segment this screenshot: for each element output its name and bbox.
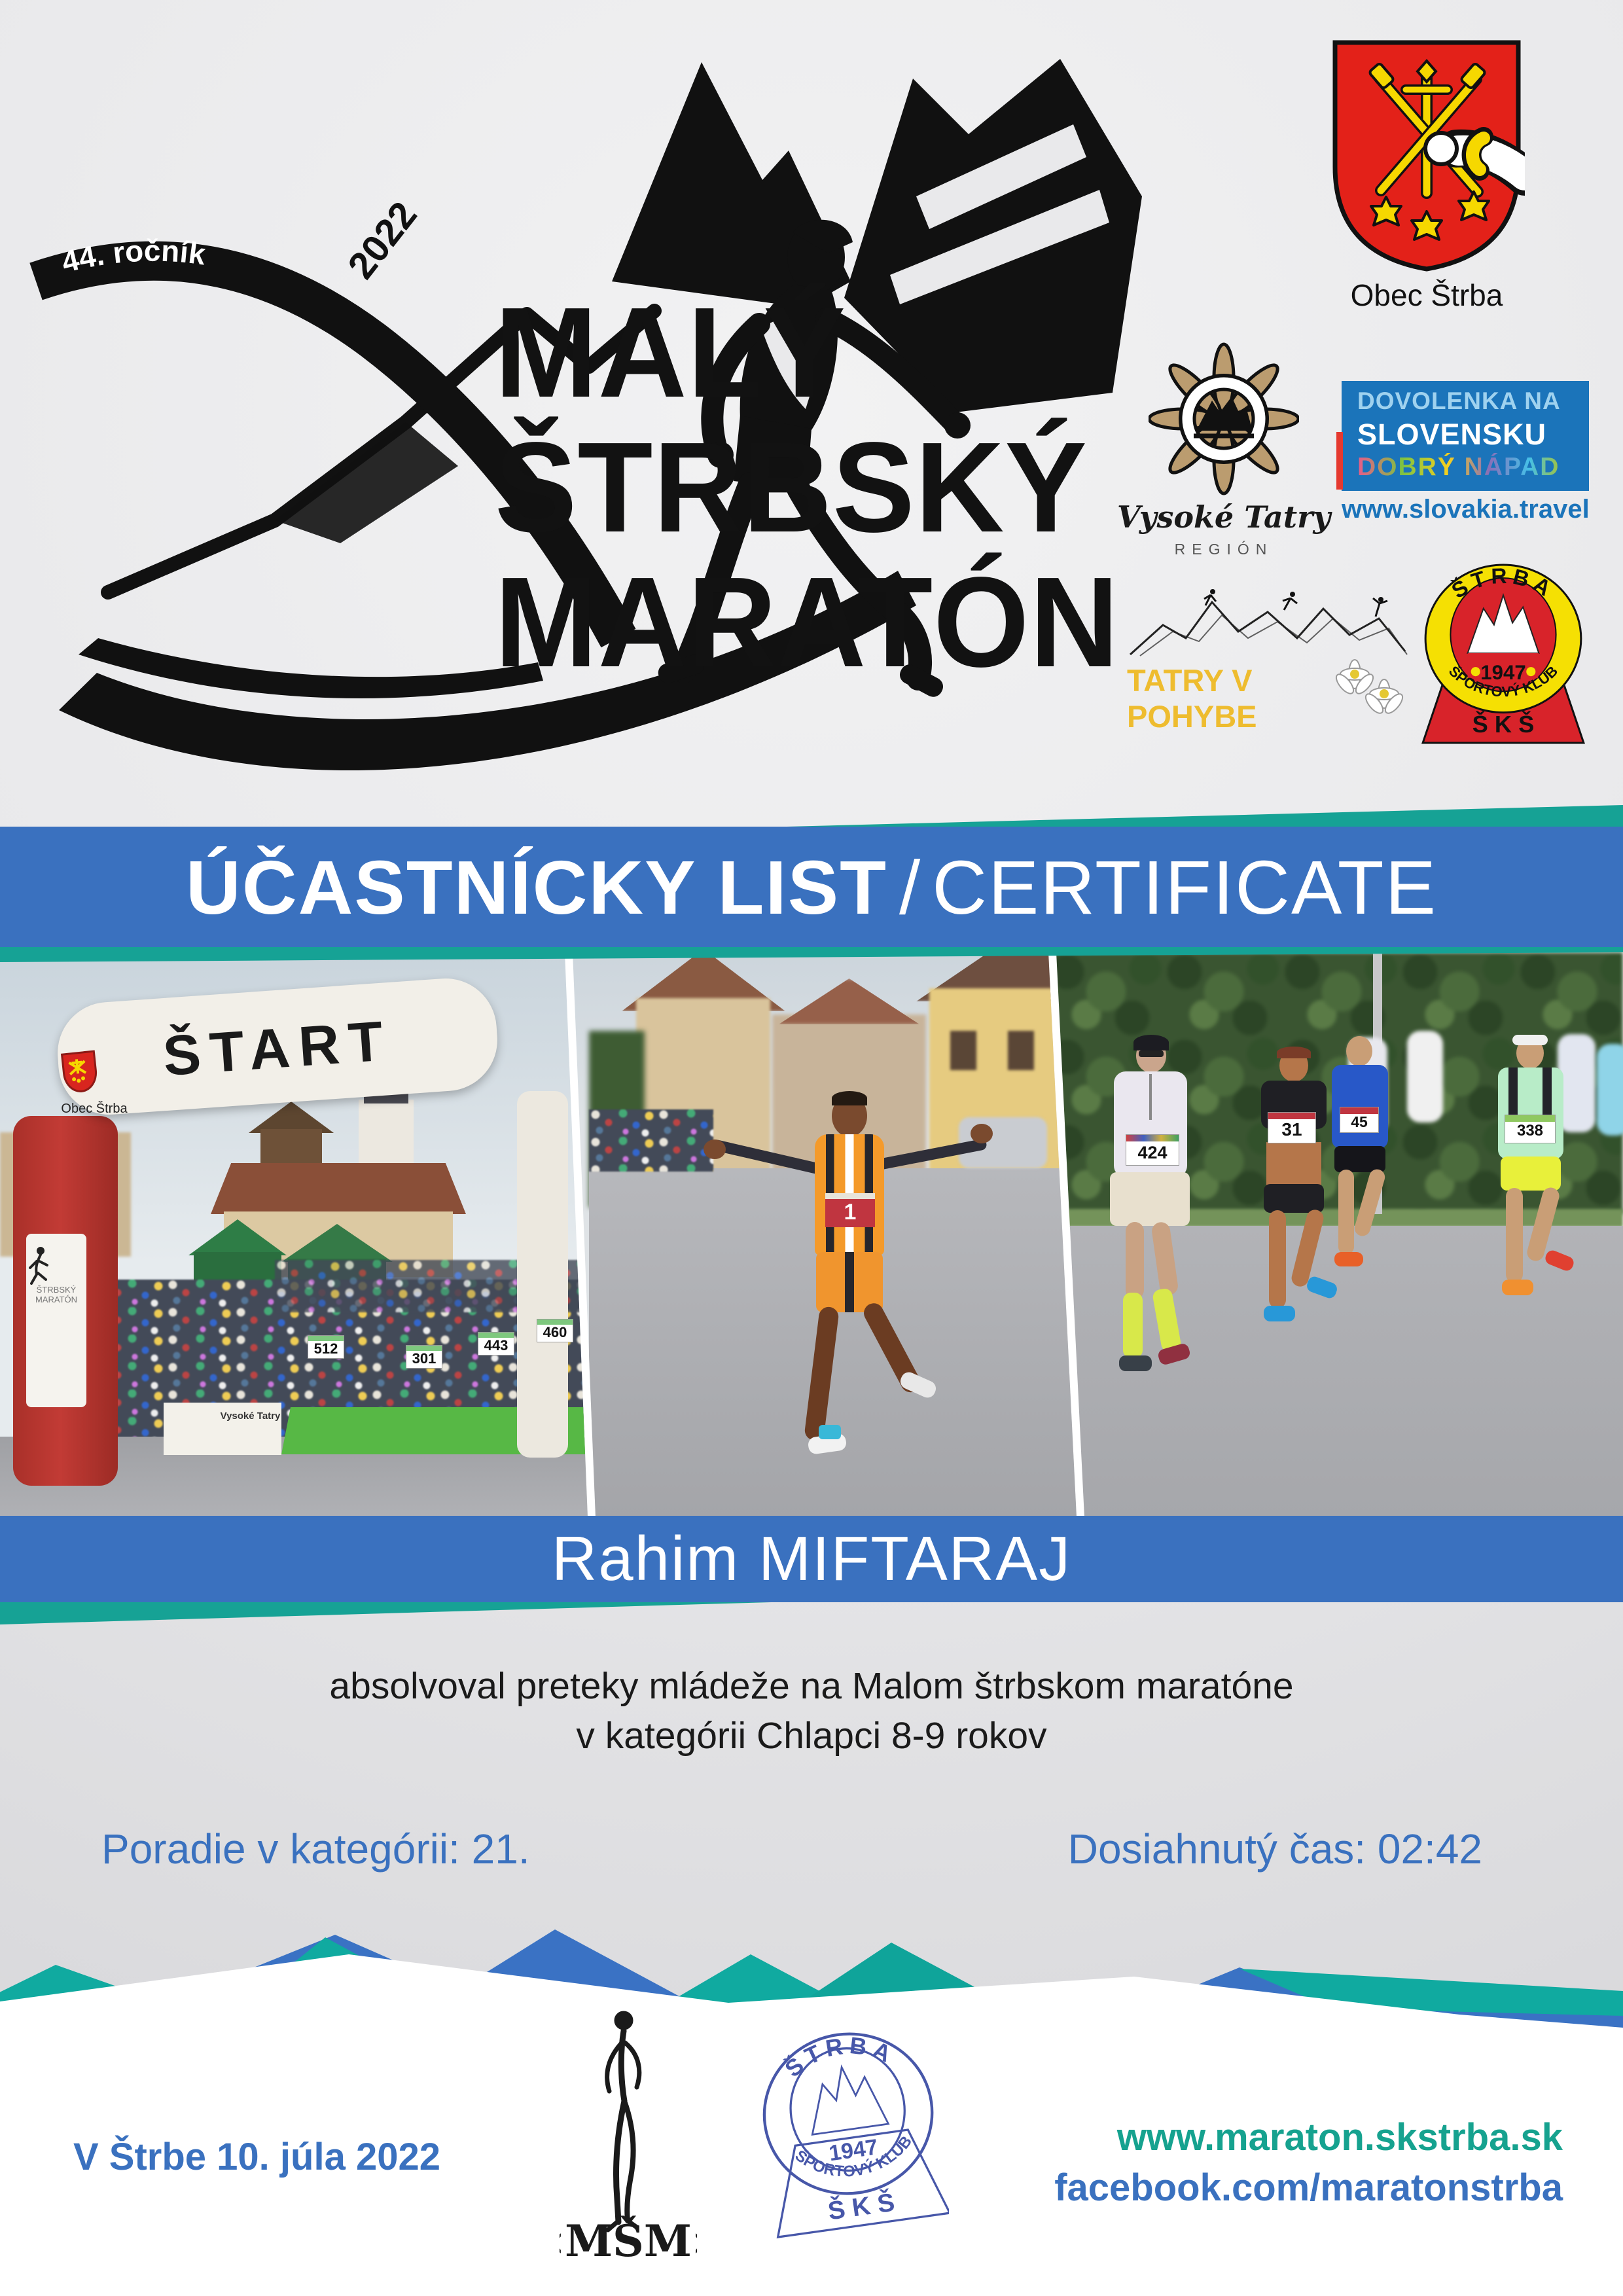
participation-line-1: absolvoval preteky mládeže na Malom štrb…: [329, 1665, 1294, 1707]
facebook-url: facebook.com/maratonstrba: [1054, 2166, 1563, 2209]
runner-338-figure: 338: [1482, 1035, 1587, 1391]
tatry-v-pohybe-label: TATRY V POHYBE: [1127, 663, 1257, 734]
vysoke-tatry-label: Vysoké Tatry: [1116, 499, 1331, 535]
contact-links: www.maraton.skstrba.sk facebook.com/mara…: [1054, 2115, 1563, 2210]
badge-year-text: 1947: [1480, 661, 1525, 684]
rank-label: Poradie v kategórii:: [101, 1825, 460, 1873]
photo-runners-group: 424 31: [1056, 952, 1623, 1517]
start-bib: 443: [478, 1332, 514, 1355]
vysoke-tatry-region-label: REGIÓN: [1174, 541, 1274, 558]
dovolenka-line1: DOVOLENKA NA: [1357, 387, 1561, 414]
fence-banner-vysoke-tatry: Vysoké Tatry: [220, 1410, 281, 1422]
slovakia-travel-banner: DOVOLENKA NA SLOVENSKU DOBRÝ NÁPAD: [1336, 381, 1589, 491]
edition-year-text: 2022: [340, 194, 425, 287]
slovakia-travel-url: www.slovakia.travel: [1342, 495, 1590, 524]
marathon-runner-logo: 44. ročník 2022: [29, 59, 1142, 771]
banner-title-sk: ÚČASTNÍCKY LIST: [186, 845, 887, 930]
finisher-figure: 1: [704, 1090, 993, 1515]
certificate-banner-band: [0, 805, 1623, 962]
edelweiss-flowers-icon: [1335, 659, 1404, 714]
banner-separator: /: [899, 845, 921, 930]
obec-strba-label: Obec Štrba: [1350, 278, 1503, 312]
red-accent-bar: [1336, 432, 1343, 490]
category-rank: Poradie v kategórii: 21.: [101, 1825, 530, 1873]
rank-value: 21.: [471, 1825, 530, 1873]
sks-stamp: ŠTRBA 1947 ŠPORTOVÝ KLUB Š K Š: [762, 2025, 949, 2238]
title-line-1: MALÝ: [495, 281, 846, 424]
title-line-2: ŠTRBSKÝ: [495, 416, 1088, 559]
group-bib-31: 31: [1268, 1112, 1316, 1143]
msm-stamp: «MŠM»: [560, 2011, 697, 2265]
arch-panel-text: ŠTRBSKÝ MARATÓN: [35, 1285, 78, 1304]
sks-club-badge: ŠTRBA 1947 ŠPORTOVÝ KLUB Š K Š: [1421, 564, 1585, 744]
participant-name: Rahim MIFTARAJ: [551, 1524, 1072, 1594]
website-url: www.maraton.skstrba.sk: [1116, 2116, 1563, 2159]
group-bib-45: 45: [1340, 1107, 1379, 1133]
arch-obec-strba-label: Obec Štrba: [61, 1102, 128, 1116]
runner-31-figure: 31: [1234, 1047, 1358, 1416]
photo-start-line: 512 301 443 460 Vysoké Tatry ŠTRBSKÝ MAR…: [0, 952, 588, 1517]
name-banner-band: [0, 1516, 1623, 1624]
runner-figure: [658, 219, 971, 697]
start-bib: 460: [537, 1319, 573, 1342]
participation-text: absolvoval preteky mládeže na Malom štrb…: [0, 1661, 1623, 1761]
start-arch-sign: ŠTART: [161, 1009, 395, 1088]
photo-finish-runner: 1: [573, 952, 1077, 1517]
badge-abbr-text: Š K Š: [1472, 710, 1535, 738]
group-bib-338: 338: [1505, 1115, 1556, 1143]
certificate-banner-title: ÚČASTNÍCKY LIST / CERTIFICATE: [0, 830, 1623, 945]
msm-stamp-text: «MŠM»: [560, 2215, 697, 2265]
participation-line-2: v kategórii Chlapci 8-9 rokov: [576, 1715, 1047, 1757]
time-label: Dosiahnutý čas:: [1067, 1825, 1366, 1873]
start-bib: 512: [308, 1335, 344, 1359]
tatry-v-pohybe-mountains: [1129, 589, 1408, 656]
banner-title-en: CERTIFICATE: [932, 845, 1437, 930]
start-bib: 301: [406, 1345, 442, 1369]
dovolenka-line2: SLOVENSKU: [1357, 418, 1547, 451]
dovolenka-line3: DOBRÝ NÁPAD: [1357, 453, 1560, 481]
finisher-bib: 1: [825, 1193, 875, 1227]
arch-coat-of-arms-icon: [60, 1050, 99, 1094]
finish-time: Dosiahnutý čas: 02:42: [1068, 1825, 1482, 1873]
issue-date: V Štrbe 10. júla 2022: [73, 2136, 440, 2178]
obec-strba-coat-of-arms: [1332, 40, 1525, 272]
vysoke-tatry-logo: [1149, 342, 1299, 495]
event-title: MALÝ ŠTRBSKÝ MARATÓN: [495, 281, 1120, 694]
title-line-3: MARATÓN: [495, 550, 1120, 694]
footer-mountain-zigzag: [0, 1929, 1623, 2296]
runner-45-figure: 45: [1319, 1036, 1410, 1350]
group-bib-424: 424: [1126, 1134, 1179, 1166]
time-value: 02:42: [1377, 1825, 1482, 1873]
runner-424-figure: 424: [1073, 1035, 1230, 1416]
photo-strip: 512 301 443 460 Vysoké Tatry ŠTRBSKÝ MAR…: [0, 952, 1623, 1517]
